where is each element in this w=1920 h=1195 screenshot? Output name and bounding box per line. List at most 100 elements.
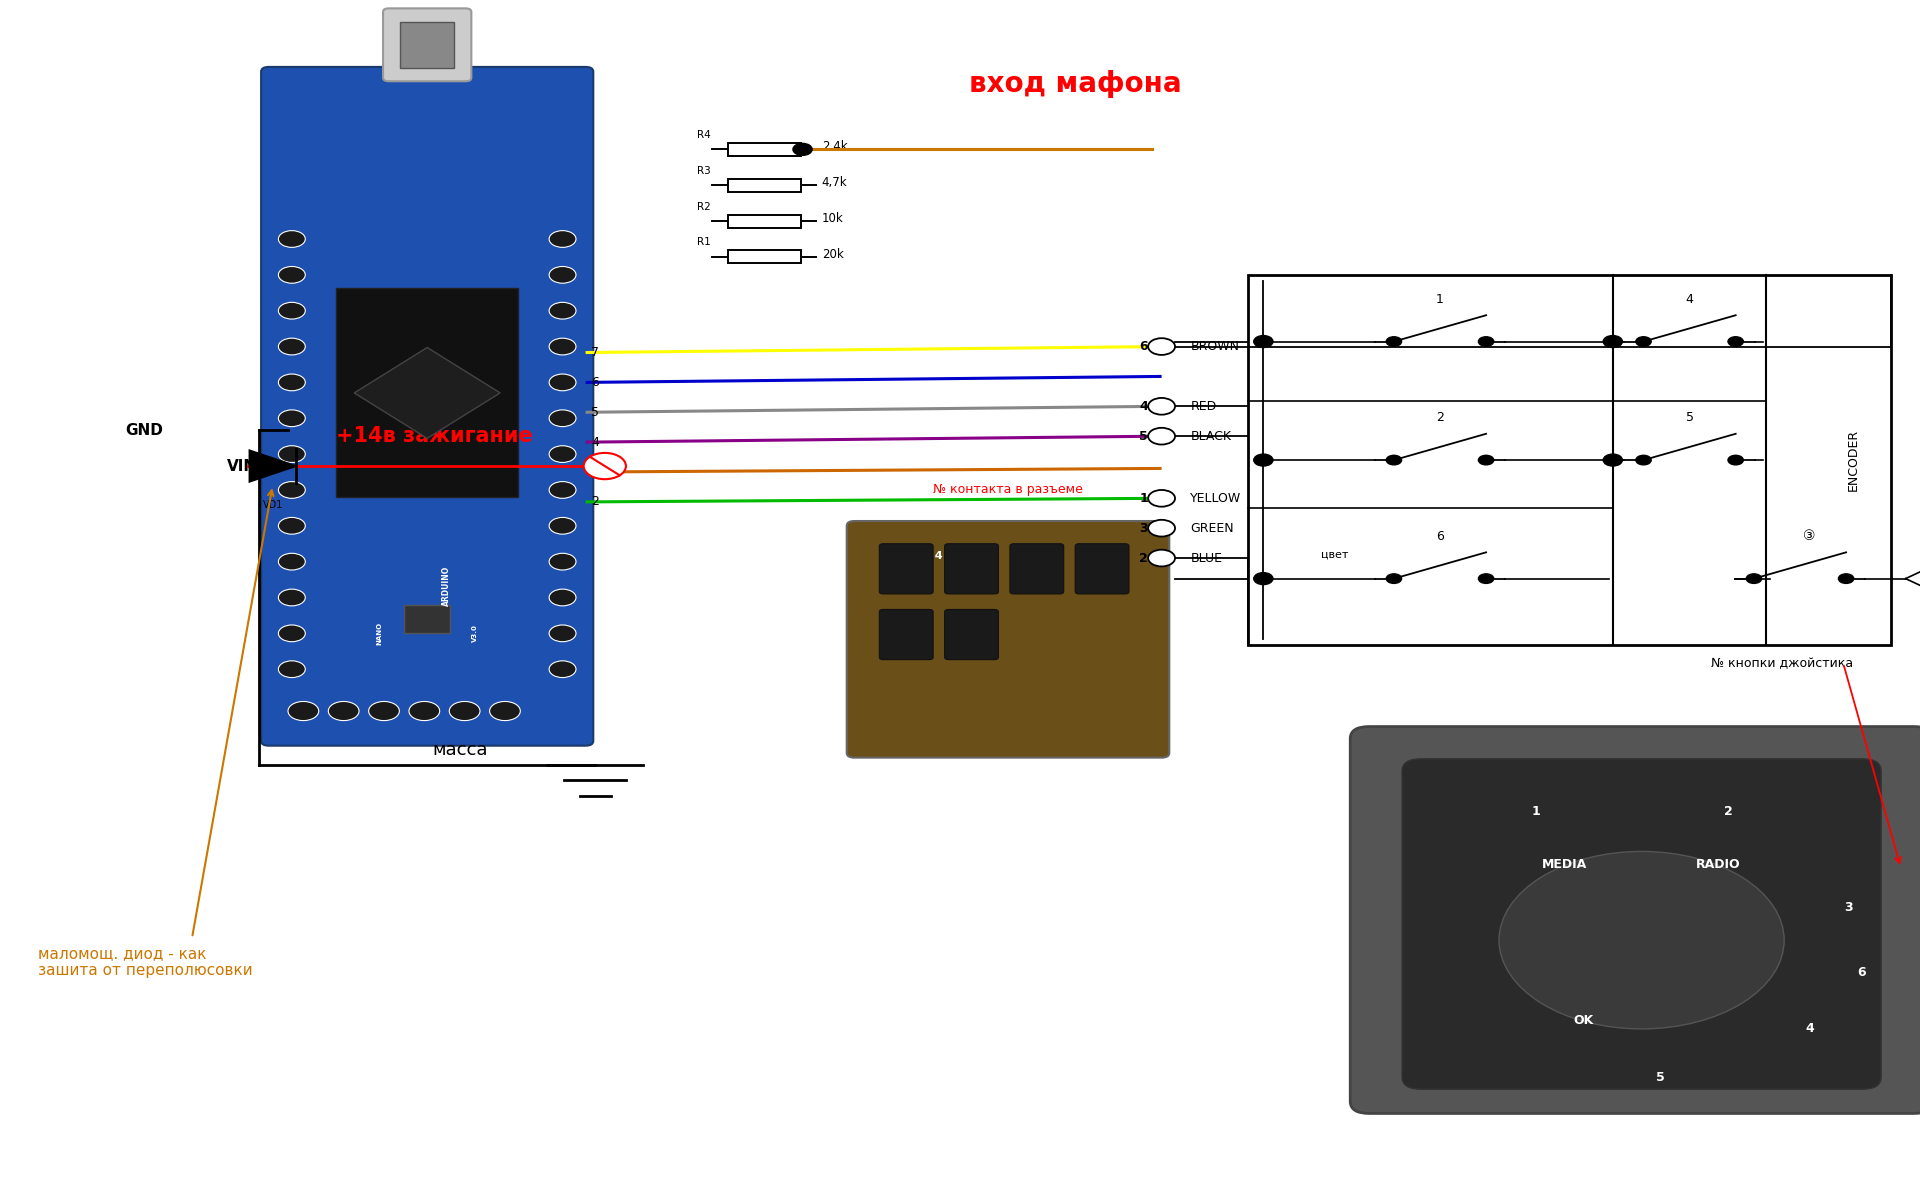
Text: ENCODER: ENCODER (1847, 429, 1859, 491)
Text: GREEN: GREEN (1190, 522, 1235, 534)
Circle shape (278, 553, 305, 570)
Circle shape (278, 625, 305, 642)
Circle shape (1386, 574, 1402, 583)
Text: V3.0: V3.0 (472, 625, 478, 642)
Bar (728, 215, 801, 228)
Text: RADIO: RADIO (1695, 858, 1741, 871)
Circle shape (278, 231, 305, 247)
Text: 2: 2 (1436, 411, 1444, 424)
Text: 5: 5 (1686, 411, 1693, 424)
Circle shape (1478, 337, 1494, 347)
Text: 3: 3 (1140, 522, 1148, 534)
Circle shape (549, 266, 576, 283)
Circle shape (1837, 574, 1855, 583)
Circle shape (549, 625, 576, 642)
Text: № кнопки джойстика: № кнопки джойстика (1711, 657, 1853, 669)
Circle shape (490, 701, 520, 721)
Circle shape (1636, 455, 1651, 465)
FancyBboxPatch shape (879, 544, 933, 594)
Circle shape (549, 517, 576, 534)
Text: цвет: цвет (1321, 550, 1348, 559)
Circle shape (1254, 336, 1273, 348)
Circle shape (1148, 550, 1175, 566)
Text: R2: R2 (697, 202, 710, 212)
Circle shape (288, 701, 319, 721)
Text: 5: 5 (591, 406, 599, 418)
Text: 4: 4 (1805, 1023, 1814, 1035)
Text: масса: масса (432, 741, 488, 759)
Circle shape (1148, 490, 1175, 507)
Circle shape (1386, 455, 1402, 465)
Text: R3: R3 (697, 166, 710, 176)
Circle shape (1478, 455, 1494, 465)
Text: маломощ. диод - как
зашита от переполюсовки: маломощ. диод - как зашита от переполюсо… (38, 945, 253, 979)
FancyBboxPatch shape (945, 544, 998, 594)
FancyBboxPatch shape (1010, 544, 1064, 594)
Text: R1: R1 (697, 238, 710, 247)
Circle shape (549, 661, 576, 678)
Text: 4: 4 (1686, 293, 1693, 306)
Bar (405, 605, 449, 633)
Text: 20k: 20k (822, 249, 843, 261)
Text: 5 6: 5 6 (900, 611, 920, 620)
Circle shape (1148, 398, 1175, 415)
Text: R4: R4 (697, 130, 710, 140)
Text: BROWN: BROWN (1190, 341, 1240, 353)
Text: YELLOW: YELLOW (1190, 492, 1242, 504)
Text: MEDIA: MEDIA (1542, 858, 1588, 871)
Circle shape (278, 302, 305, 319)
Circle shape (1603, 336, 1622, 348)
FancyBboxPatch shape (1075, 544, 1129, 594)
Text: 1 2 3 4: 1 2 3 4 (900, 551, 943, 560)
Circle shape (549, 338, 576, 355)
Bar (1248, 275, 1891, 645)
Circle shape (278, 589, 305, 606)
Text: 10k: 10k (822, 213, 843, 225)
Circle shape (1636, 337, 1651, 347)
FancyBboxPatch shape (261, 67, 593, 746)
Bar (728, 143, 801, 157)
Circle shape (1603, 454, 1622, 466)
Circle shape (793, 143, 812, 155)
Circle shape (278, 266, 305, 283)
Circle shape (549, 410, 576, 427)
Circle shape (549, 374, 576, 391)
Circle shape (278, 446, 305, 462)
FancyBboxPatch shape (879, 609, 933, 660)
Text: BLUE: BLUE (1190, 552, 1223, 564)
Text: № контакта в разъеме: № контакта в разъеме (933, 483, 1083, 496)
Circle shape (328, 701, 359, 721)
Text: 2,4k: 2,4k (822, 141, 847, 153)
Text: 4: 4 (1139, 400, 1148, 412)
Circle shape (278, 661, 305, 678)
Text: 5: 5 (1657, 1071, 1665, 1084)
Text: 3: 3 (1845, 901, 1853, 914)
Circle shape (549, 231, 576, 247)
Text: 6: 6 (1436, 529, 1444, 543)
Circle shape (1478, 574, 1494, 583)
Text: 1: 1 (1139, 492, 1148, 504)
Circle shape (549, 482, 576, 498)
Circle shape (549, 589, 576, 606)
Text: ③: ③ (1803, 528, 1816, 543)
Text: 6: 6 (1140, 341, 1148, 353)
Circle shape (1747, 574, 1763, 583)
Text: VD1: VD1 (263, 500, 282, 509)
Text: вход мафона: вход мафона (970, 69, 1181, 98)
Text: 6: 6 (591, 376, 599, 388)
Bar (401, 22, 455, 68)
Circle shape (278, 517, 305, 534)
Bar (728, 179, 801, 192)
Circle shape (1386, 337, 1402, 347)
Circle shape (1728, 337, 1743, 347)
Circle shape (449, 701, 480, 721)
Circle shape (549, 446, 576, 462)
Circle shape (278, 482, 305, 498)
Circle shape (1148, 520, 1175, 537)
Circle shape (409, 701, 440, 721)
Text: 6: 6 (1859, 966, 1866, 979)
Text: 3: 3 (591, 466, 599, 478)
FancyBboxPatch shape (1350, 727, 1920, 1114)
Circle shape (278, 410, 305, 427)
Text: GND: GND (125, 423, 163, 437)
